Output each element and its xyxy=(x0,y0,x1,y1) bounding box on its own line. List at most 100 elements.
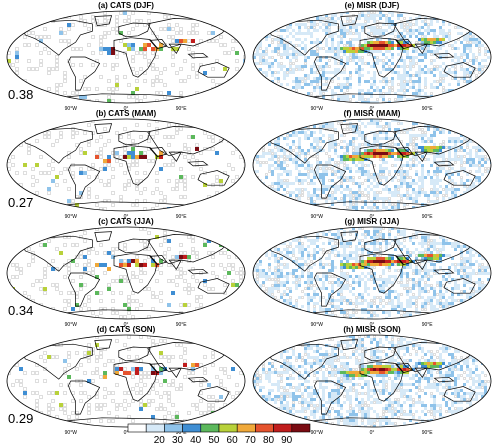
coastline xyxy=(395,147,414,158)
lon-label: 90°E xyxy=(422,106,434,112)
coastline xyxy=(433,268,455,275)
coastline xyxy=(414,43,428,54)
panel-value-a: 0.38 xyxy=(8,87,33,102)
map-border xyxy=(6,334,246,428)
coastline xyxy=(314,380,347,415)
colorbar-box xyxy=(291,423,311,433)
map-area-g xyxy=(253,227,491,319)
colorbar-box xyxy=(127,423,147,433)
map-panel-g: (g) MISR (JJA) 90°W 0° 90°E xyxy=(252,217,492,328)
panel-title-h: (h) MISR (SON) xyxy=(343,325,401,334)
map-area-b xyxy=(7,119,245,211)
coastline xyxy=(94,339,113,351)
lon-label: 90°E xyxy=(422,322,434,328)
panel-title-f: (f) MISR (MAM) xyxy=(344,109,401,118)
coastline xyxy=(433,160,455,167)
colorbar-box xyxy=(200,423,220,433)
coastline xyxy=(149,255,168,266)
coastline xyxy=(364,22,397,38)
colorbar-box xyxy=(182,423,202,433)
panel-title-g: (g) MISR (JJA) xyxy=(345,217,400,226)
map-border xyxy=(6,226,246,320)
coastline xyxy=(187,376,209,383)
coastline xyxy=(268,19,339,56)
lon-label: 90°W xyxy=(65,214,78,220)
coastline xyxy=(149,147,168,158)
colorbar: 20 30 40 50 60 70 80 90 xyxy=(127,423,311,446)
lon-label: 90°E xyxy=(176,430,188,436)
map-panels: (a) CATS (DJF) 90°W 0° 90°E 0.38 (e) MISR (DJ… xyxy=(6,1,492,436)
coastline xyxy=(149,363,168,374)
coastline xyxy=(414,151,428,162)
colorbar-box xyxy=(218,423,238,433)
coastline xyxy=(113,145,158,186)
lon-label: 90°W xyxy=(311,322,324,328)
lon-label: 0° xyxy=(124,106,129,112)
lon-label: 90°W xyxy=(65,106,78,112)
map-panel-d: (d) CATS (SON) 90°W 0° 90°E 0.29 xyxy=(6,325,246,436)
colorbar-box xyxy=(145,423,165,433)
coastline xyxy=(197,170,230,186)
coastline xyxy=(340,15,359,27)
coastline xyxy=(359,145,404,186)
coastline xyxy=(58,93,194,98)
coastline xyxy=(197,278,230,294)
coastline xyxy=(118,346,151,362)
coastline xyxy=(118,130,151,146)
coastline xyxy=(443,386,476,402)
lon-label: 90°W xyxy=(311,106,324,112)
coastline xyxy=(414,259,428,270)
lon-label: 90°E xyxy=(422,214,434,220)
lon-label: 90°E xyxy=(176,214,188,220)
colorbar-label: 40 xyxy=(190,435,202,446)
lon-label: 0° xyxy=(370,430,375,436)
colorbar-label: 20 xyxy=(154,435,166,446)
coastline xyxy=(433,376,455,383)
coastline xyxy=(118,238,151,254)
map-panel-b: (b) CATS (MAM) 90°W 0° 90°E 0.27 xyxy=(6,109,246,220)
lon-label: 90°W xyxy=(311,430,324,436)
coastline xyxy=(443,170,476,186)
coastline xyxy=(68,380,101,415)
coastline xyxy=(187,268,209,275)
map-border xyxy=(252,10,492,104)
panel-value-b: 0.27 xyxy=(8,195,33,210)
coastline xyxy=(304,309,440,314)
map-panel-f: (f) MISR (MAM) 90°W 0° 90°E xyxy=(252,109,492,220)
map-area-a xyxy=(7,11,245,103)
coastline xyxy=(113,361,158,402)
coastline xyxy=(68,164,101,199)
coastline xyxy=(433,52,455,59)
coastline xyxy=(22,343,93,380)
colorbar-label: 60 xyxy=(227,435,239,446)
coastline xyxy=(94,123,113,135)
coastline xyxy=(304,201,440,206)
coastline xyxy=(268,127,339,164)
map-panel-c: (c) CATS (JJA) 90°W 0° 90°E 0.34 xyxy=(6,217,246,328)
colorbar-label: 70 xyxy=(245,435,257,446)
map-area-f xyxy=(253,119,491,211)
coastline xyxy=(113,37,158,78)
coastline xyxy=(118,22,151,38)
lon-label: 90°E xyxy=(176,322,188,328)
colorbar-box xyxy=(164,423,183,433)
coastline xyxy=(395,255,414,266)
lon-label: 0° xyxy=(370,106,375,112)
colorbar-label: 30 xyxy=(172,435,184,446)
coastline xyxy=(68,56,101,91)
panel-title-c: (c) CATS (JJA) xyxy=(98,217,154,226)
coastline xyxy=(359,361,404,402)
lon-label: 0° xyxy=(124,430,129,436)
coastline xyxy=(340,123,359,135)
colorbar-box xyxy=(273,423,293,433)
map-border xyxy=(6,10,246,104)
coastline xyxy=(22,127,93,164)
lon-label: 90°W xyxy=(65,322,78,328)
colorbar-label: 50 xyxy=(208,435,220,446)
map-border xyxy=(6,118,246,212)
coastline xyxy=(268,343,339,380)
lon-label: 0° xyxy=(124,322,129,328)
coastline xyxy=(168,43,182,54)
coastline xyxy=(168,259,182,270)
coastline xyxy=(304,93,440,98)
